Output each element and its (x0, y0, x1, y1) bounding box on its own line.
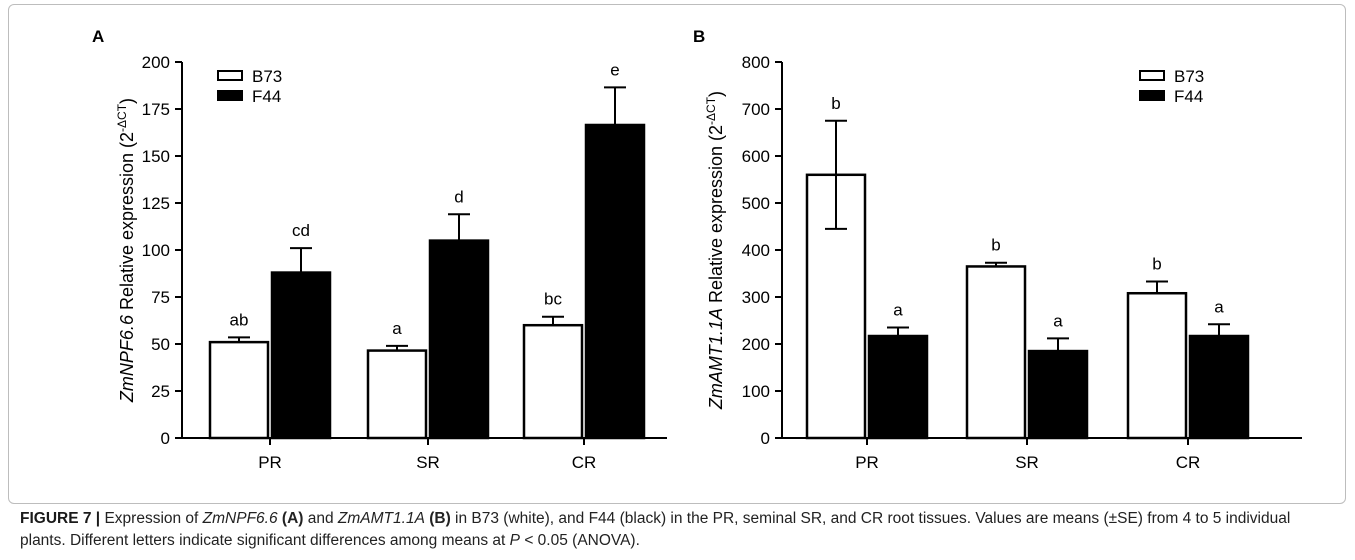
significance-letter: b (991, 236, 1000, 255)
significance-letter: b (831, 94, 840, 113)
significance-letter: a (893, 301, 903, 320)
panel-label: B (693, 27, 705, 46)
bar-b73-cr (522, 323, 584, 440)
y-axis-superscript: -ΔCT (704, 96, 718, 125)
y-tick-label: 800 (742, 53, 770, 72)
significance-letter: a (1053, 311, 1063, 330)
caption-label: FIGURE 7 | (20, 510, 101, 527)
bar-f44-cr (1188, 334, 1250, 440)
y-axis-superscript: -ΔCT (115, 103, 129, 132)
y-axis-text: Relative expression (2 (706, 125, 726, 308)
y-axis-title: ZmNPF6.6 Relative expression (2-ΔCT) (115, 98, 137, 403)
bar-b73-sr (366, 349, 428, 440)
legend-label-f44: F44 (252, 87, 281, 106)
significance-letter: a (1214, 297, 1224, 316)
y-tick-label: 500 (742, 194, 770, 213)
bar-b73-cr (1126, 291, 1188, 440)
caption-panel-a: (A) (277, 510, 304, 527)
significance-letter: e (610, 60, 619, 79)
bar-f44-sr (428, 239, 490, 440)
y-tick-label: 700 (742, 100, 770, 119)
x-tick-label: CR (1176, 453, 1201, 472)
bar-f44-pr (867, 334, 929, 440)
figure-caption: FIGURE 7 | Expression of ZmNPF6.6 (A) an… (20, 508, 1340, 552)
legend-swatch-f44 (1139, 90, 1165, 101)
legend-swatch-b73 (1139, 70, 1165, 81)
caption-panel-b: (B) (424, 510, 451, 527)
y-tick-label: 25 (151, 382, 170, 401)
caption-text-1: Expression of (100, 510, 203, 527)
x-tick-label: SR (1015, 453, 1039, 472)
caption-gene-2: ZmAMT1.1A (337, 510, 425, 527)
y-tick-label: 200 (742, 335, 770, 354)
significance-letter: a (392, 319, 402, 338)
y-tick-label: 150 (142, 147, 170, 166)
x-tick-label: PR (258, 453, 282, 472)
legend-label-f44: F44 (1174, 87, 1203, 106)
significance-letter: b (1152, 254, 1161, 273)
y-tick-label: 100 (742, 382, 770, 401)
y-tick-label: 175 (142, 100, 170, 119)
bar-f44-pr (270, 271, 332, 440)
caption-text-3: in B73 (white), and F44 (black) in the P… (20, 510, 1291, 549)
caption-gene-1: ZmNPF6.6 (202, 510, 278, 527)
bar-f44-sr (1027, 349, 1089, 440)
bar-f44-cr (584, 123, 646, 440)
y-axis-gene: ZmNPF6.6 (117, 314, 137, 403)
y-tick-label: 300 (742, 288, 770, 307)
legend-swatch-f44 (217, 90, 243, 101)
x-tick-label: CR (572, 453, 597, 472)
y-tick-label: 200 (142, 53, 170, 72)
y-axis-text: Relative expression (2 (117, 132, 137, 315)
bar-b73-sr (965, 265, 1027, 440)
y-tick-label: 100 (142, 241, 170, 260)
y-tick-label: 400 (742, 241, 770, 260)
bar-b73-pr (208, 340, 270, 440)
y-tick-label: 75 (151, 288, 170, 307)
significance-letter: ab (230, 310, 249, 329)
y-axis-close: ) (706, 91, 726, 97)
panel-label: A (92, 27, 104, 46)
y-tick-label: 50 (151, 335, 170, 354)
y-tick-label: 600 (742, 147, 770, 166)
legend-swatch-b73 (217, 70, 243, 81)
y-tick-label: 0 (161, 429, 170, 448)
y-axis-gene: ZmAMT1.1A (706, 308, 726, 410)
x-tick-label: PR (855, 453, 879, 472)
figure-charts: A 0 25 50 75 100 125 150 175 200 ZmNPF6.6 Relative… (92, 27, 1302, 472)
y-tick-label: 0 (761, 429, 770, 448)
legend-label-b73: B73 (252, 67, 282, 86)
caption-text-4: < 0.05 (ANOVA). (520, 532, 640, 549)
significance-letter: bc (544, 290, 562, 309)
caption-text-2: and (303, 510, 338, 527)
legend-label-b73: B73 (1174, 67, 1204, 86)
chart-panel-a: A 0 25 50 75 100 125 150 175 200 ZmNPF6.6 Relative… (92, 27, 667, 472)
caption-p-variable: P (509, 532, 521, 549)
significance-letter: d (454, 187, 463, 206)
x-tick-label: SR (416, 453, 440, 472)
chart-panel-b: B 0 100 200 300 400 500 600 700 800 ZmAMT1.1A Rela… (693, 27, 1302, 472)
y-axis-title: ZmAMT1.1A Relative expression (2-ΔCT) (704, 91, 726, 410)
y-axis-close: ) (117, 98, 137, 104)
significance-letter: cd (292, 221, 310, 240)
y-tick-label: 125 (142, 194, 170, 213)
